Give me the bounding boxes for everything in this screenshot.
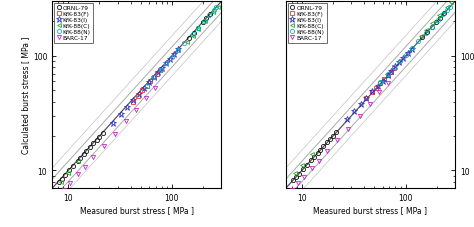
Legend: ORNL-79, KfK-83(F), KfK-83(I), KfK-88(C), KfK-88(N), BARC-17: ORNL-79, KfK-83(F), KfK-83(I), KfK-88(C)… (288, 4, 327, 43)
Legend: ORNL-79, KfK-83(F), KfK-83(I), KfK-88(C), KfK-88(N), BARC-17: ORNL-79, KfK-83(F), KfK-83(I), KfK-88(C)… (54, 4, 93, 43)
X-axis label: Measured burst stress [ MPa ]: Measured burst stress [ MPa ] (313, 205, 428, 214)
X-axis label: Measured burst stress [ MPa ]: Measured burst stress [ MPa ] (80, 205, 194, 214)
Y-axis label: Calculated burst stress [ MPa ]: Calculated burst stress [ MPa ] (21, 37, 30, 154)
